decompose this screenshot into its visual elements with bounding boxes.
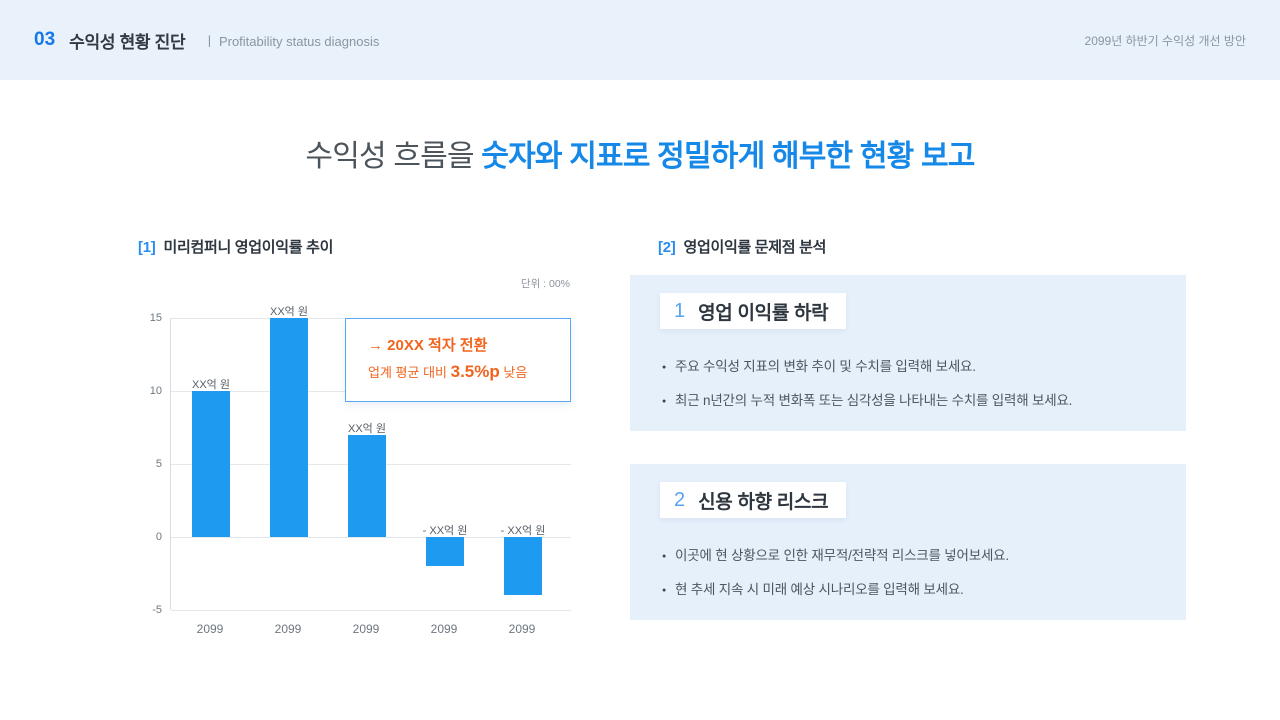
page-title-highlight: 숫자와 지표로 정밀하게 해부한 현황 보고 [481,140,975,173]
card-2-title: 신용 하향 리스크 [698,491,829,513]
header-right-note: 2099년 하반기 수익성 개선 방안 [1084,33,1246,48]
section-1-label: [1] 미리컴퍼니 영업이익률 추이 [138,236,333,257]
header-title: 수익성 현황 진단 [69,32,186,52]
bar [504,537,542,596]
card-1-header: 1 영업 이익률 하락 [660,293,847,329]
bar-value-label: - XX억 원 [500,525,546,537]
page-number: 03 [34,29,56,50]
card-1-number: 1 [674,299,686,322]
chart-plot: XX억 원 XX억 원 XX억 원 - XX억 원 - XX억 원 [170,306,571,611]
x-tick-label: 2099 [274,622,302,636]
list-item: 현 추세 지속 시 미래 예상 시나리오를 입력해 보세요. [662,578,1009,598]
bar-value-label: - XX억 원 [422,525,468,537]
section-1-tag: [1] [138,239,156,256]
bullet-dot-icon [662,582,666,597]
bar [192,391,230,537]
y-tick-label: 5 [155,458,162,470]
bar [426,537,464,567]
section-2-title: 영업이익률 문제점 분석 [683,239,827,256]
analysis-card-2: 2 신용 하향 리스크 이곳에 현 상황으로 인한 재무적/전략적 리스크를 넣… [630,464,1186,620]
y-tick-label: 10 [149,385,162,397]
bar-value-label: XX억 원 [192,379,230,391]
bar-value-label: XX억 원 [270,306,308,318]
callout-line2-prefix: 업계 평균 대비 [368,365,451,380]
bullet-text: 이곳에 현 상황으로 인한 재무적/전략적 리스크를 넣어보세요. [675,548,1009,563]
list-item: 주요 수익성 지표의 변화 추이 및 수치를 입력해 보세요. [662,355,1072,375]
bullet-dot-icon [662,393,666,408]
gridline [171,537,571,538]
x-tick-label: 2099 [352,622,380,636]
card-2-header: 2 신용 하향 리스크 [660,482,847,518]
callout-line1: → 20XX 적자 전환 [368,337,488,354]
bullet-text: 현 추세 지속 시 미래 예상 시나리오를 입력해 보세요. [675,582,964,597]
y-tick-label: 15 [149,312,162,324]
y-tick-label: -5 [152,604,162,616]
bar [348,434,386,537]
bar-value-label: XX억 원 [348,422,386,435]
y-tick-label: 0 [155,531,162,543]
chart-callout: → 20XX 적자 전환 업계 평균 대비 3.5%p 낮음 [345,318,571,402]
header-bar: 03 수익성 현황 진단 ㅣ Profitability status diag… [0,0,1280,80]
card-1-title: 영업 이익률 하락 [698,302,829,324]
page-title: 수익성 흐름을 숫자와 지표로 정밀하게 해부한 현황 보고 [0,131,1280,175]
bullet-text: 최근 n년간의 누적 변화폭 또는 심각성을 나타내는 수치를 입력해 보세요. [675,393,1073,408]
callout-line2-suffix: 낮음 [499,365,528,380]
bar [270,318,308,537]
card-2-bullets: 이곳에 현 상황으로 인한 재무적/전략적 리스크를 넣어보세요. 현 추세 지… [662,544,1009,612]
analysis-card-1: 1 영업 이익률 하락 주요 수익성 지표의 변화 추이 및 수치를 입력해 보… [630,275,1186,431]
section-1-title: 미리컴퍼니 영업이익률 추이 [163,239,334,256]
x-tick-label: 2099 [430,622,458,636]
list-item: 이곳에 현 상황으로 인한 재무적/전략적 리스크를 넣어보세요. [662,544,1009,564]
chart-y-axis: 15 10 5 0 -5 [140,312,164,616]
chart-x-axis: 2099 2099 2099 2099 2099 [170,622,570,642]
x-tick-label: 2099 [508,622,536,636]
callout-line2-value: 3.5%p [450,362,500,381]
gridline [171,610,571,611]
page-title-normal: 수익성 흐름을 [305,140,482,173]
callout-line2: 업계 평균 대비 3.5%p 낮음 [368,362,570,382]
card-1-bullets: 주요 수익성 지표의 변화 추이 및 수치를 입력해 보세요. 최근 n년간의 … [662,355,1072,423]
x-tick-label: 2099 [196,622,224,636]
list-item: 최근 n년간의 누적 변화폭 또는 심각성을 나타내는 수치를 입력해 보세요. [662,389,1072,409]
bullet-dot-icon [662,359,666,374]
chart-unit-label: 단위 : 00% [520,278,570,290]
bar-chart: 단위 : 00% 15 10 5 0 -5 XX억 원 XX억 원 XX억 원 - XX억 원… [140,266,574,648]
section-2-label: [2] 영업이익률 문제점 분석 [658,236,826,257]
section-2-tag: [2] [658,239,676,256]
header-subtitle: ㅣ Profitability status diagnosis [203,33,380,49]
card-2-number: 2 [674,488,686,511]
bullet-dot-icon [662,548,666,563]
bullet-text: 주요 수익성 지표의 변화 추이 및 수치를 입력해 보세요. [675,359,976,374]
